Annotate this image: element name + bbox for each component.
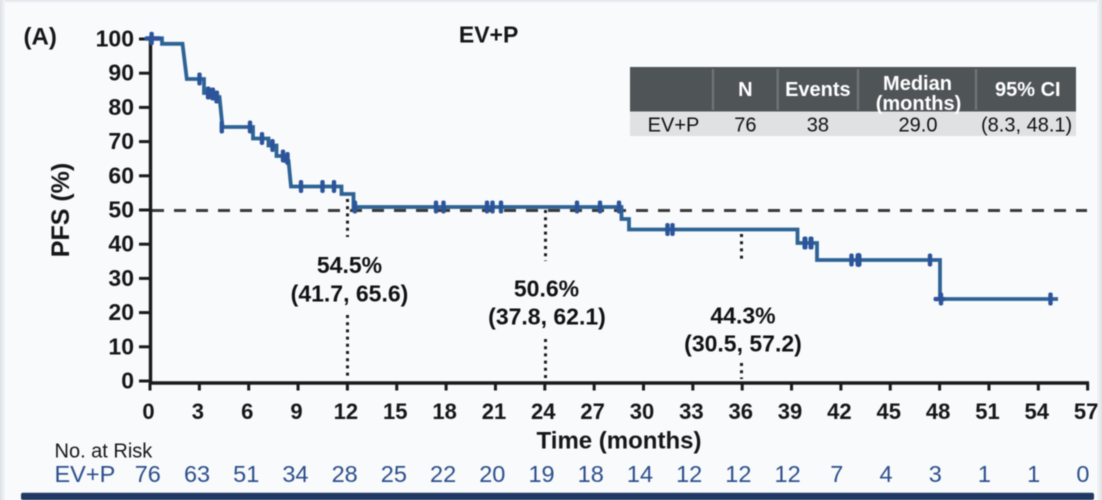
svg-text:39: 39 [778, 399, 802, 424]
svg-text:15: 15 [383, 399, 407, 424]
svg-text:24: 24 [531, 399, 556, 424]
svg-text:100: 100 [96, 26, 134, 52]
svg-text:95% CI: 95% CI [995, 79, 1061, 101]
svg-text:(8.3, 48.1): (8.3, 48.1) [981, 115, 1072, 137]
svg-text:(months): (months) [876, 93, 962, 115]
svg-text:0: 0 [142, 399, 154, 424]
svg-text:9: 9 [290, 399, 302, 424]
svg-text:18: 18 [432, 399, 456, 424]
svg-text:(41.7, 65.6): (41.7, 65.6) [291, 281, 409, 307]
svg-text:14: 14 [627, 461, 653, 487]
svg-text:1: 1 [978, 461, 991, 487]
svg-text:38: 38 [807, 115, 829, 137]
svg-text:28: 28 [332, 461, 358, 487]
svg-text:1: 1 [1027, 461, 1040, 487]
svg-text:48: 48 [926, 399, 950, 424]
svg-text:30: 30 [630, 399, 654, 424]
svg-text:21: 21 [482, 399, 506, 424]
svg-text:60: 60 [108, 162, 134, 188]
svg-text:12: 12 [676, 461, 702, 487]
svg-text:EV+P: EV+P [55, 461, 116, 487]
svg-text:30: 30 [108, 265, 134, 291]
svg-text:Time (months): Time (months) [537, 428, 702, 455]
svg-text:44.3%: 44.3% [710, 303, 775, 329]
svg-text:22: 22 [430, 461, 456, 487]
svg-text:3: 3 [929, 461, 942, 487]
svg-text:51: 51 [233, 461, 259, 487]
svg-text:12: 12 [334, 399, 358, 424]
svg-text:(30.5, 57.2): (30.5, 57.2) [684, 331, 802, 357]
svg-text:33: 33 [679, 399, 703, 424]
svg-text:70: 70 [108, 128, 134, 154]
svg-text:57: 57 [1074, 399, 1098, 424]
svg-text:40: 40 [108, 231, 134, 257]
svg-text:29.0: 29.0 [899, 115, 938, 137]
svg-text:EV+P: EV+P [459, 22, 518, 48]
svg-text:0: 0 [121, 368, 134, 394]
svg-text:27: 27 [580, 399, 604, 424]
svg-text:N: N [738, 79, 752, 101]
svg-text:42: 42 [827, 399, 851, 424]
svg-text:3: 3 [192, 399, 204, 424]
svg-text:36: 36 [728, 399, 752, 424]
svg-text:54.5%: 54.5% [317, 252, 382, 278]
svg-text:Median: Median [883, 73, 952, 95]
svg-text:20: 20 [108, 299, 134, 325]
svg-text:54: 54 [1025, 399, 1050, 424]
svg-text:12: 12 [775, 461, 801, 487]
svg-text:4: 4 [879, 461, 892, 487]
svg-text:20: 20 [479, 461, 505, 487]
svg-text:0: 0 [1076, 461, 1089, 487]
svg-text:90: 90 [108, 60, 134, 86]
svg-text:(37.8, 62.1): (37.8, 62.1) [488, 304, 606, 330]
svg-text:80: 80 [108, 94, 134, 120]
svg-text:45: 45 [877, 399, 901, 424]
svg-text:50.6%: 50.6% [514, 276, 579, 302]
svg-text:19: 19 [528, 461, 554, 487]
svg-text:25: 25 [381, 461, 407, 487]
svg-text:18: 18 [578, 461, 604, 487]
svg-text:10: 10 [108, 333, 134, 359]
svg-text:EV+P: EV+P [648, 115, 700, 137]
svg-text:50: 50 [108, 197, 134, 223]
svg-text:76: 76 [135, 461, 161, 487]
svg-text:PFS (%): PFS (%) [47, 163, 75, 257]
svg-text:Events: Events [785, 79, 851, 101]
svg-text:12: 12 [725, 461, 751, 487]
svg-text:7: 7 [830, 461, 843, 487]
svg-text:6: 6 [241, 399, 253, 424]
svg-text:(A): (A) [24, 24, 57, 51]
svg-text:No. at Risk: No. at Risk [55, 441, 154, 463]
svg-text:63: 63 [184, 461, 210, 487]
svg-text:51: 51 [975, 399, 999, 424]
svg-text:34: 34 [282, 461, 308, 487]
svg-text:76: 76 [734, 115, 756, 137]
